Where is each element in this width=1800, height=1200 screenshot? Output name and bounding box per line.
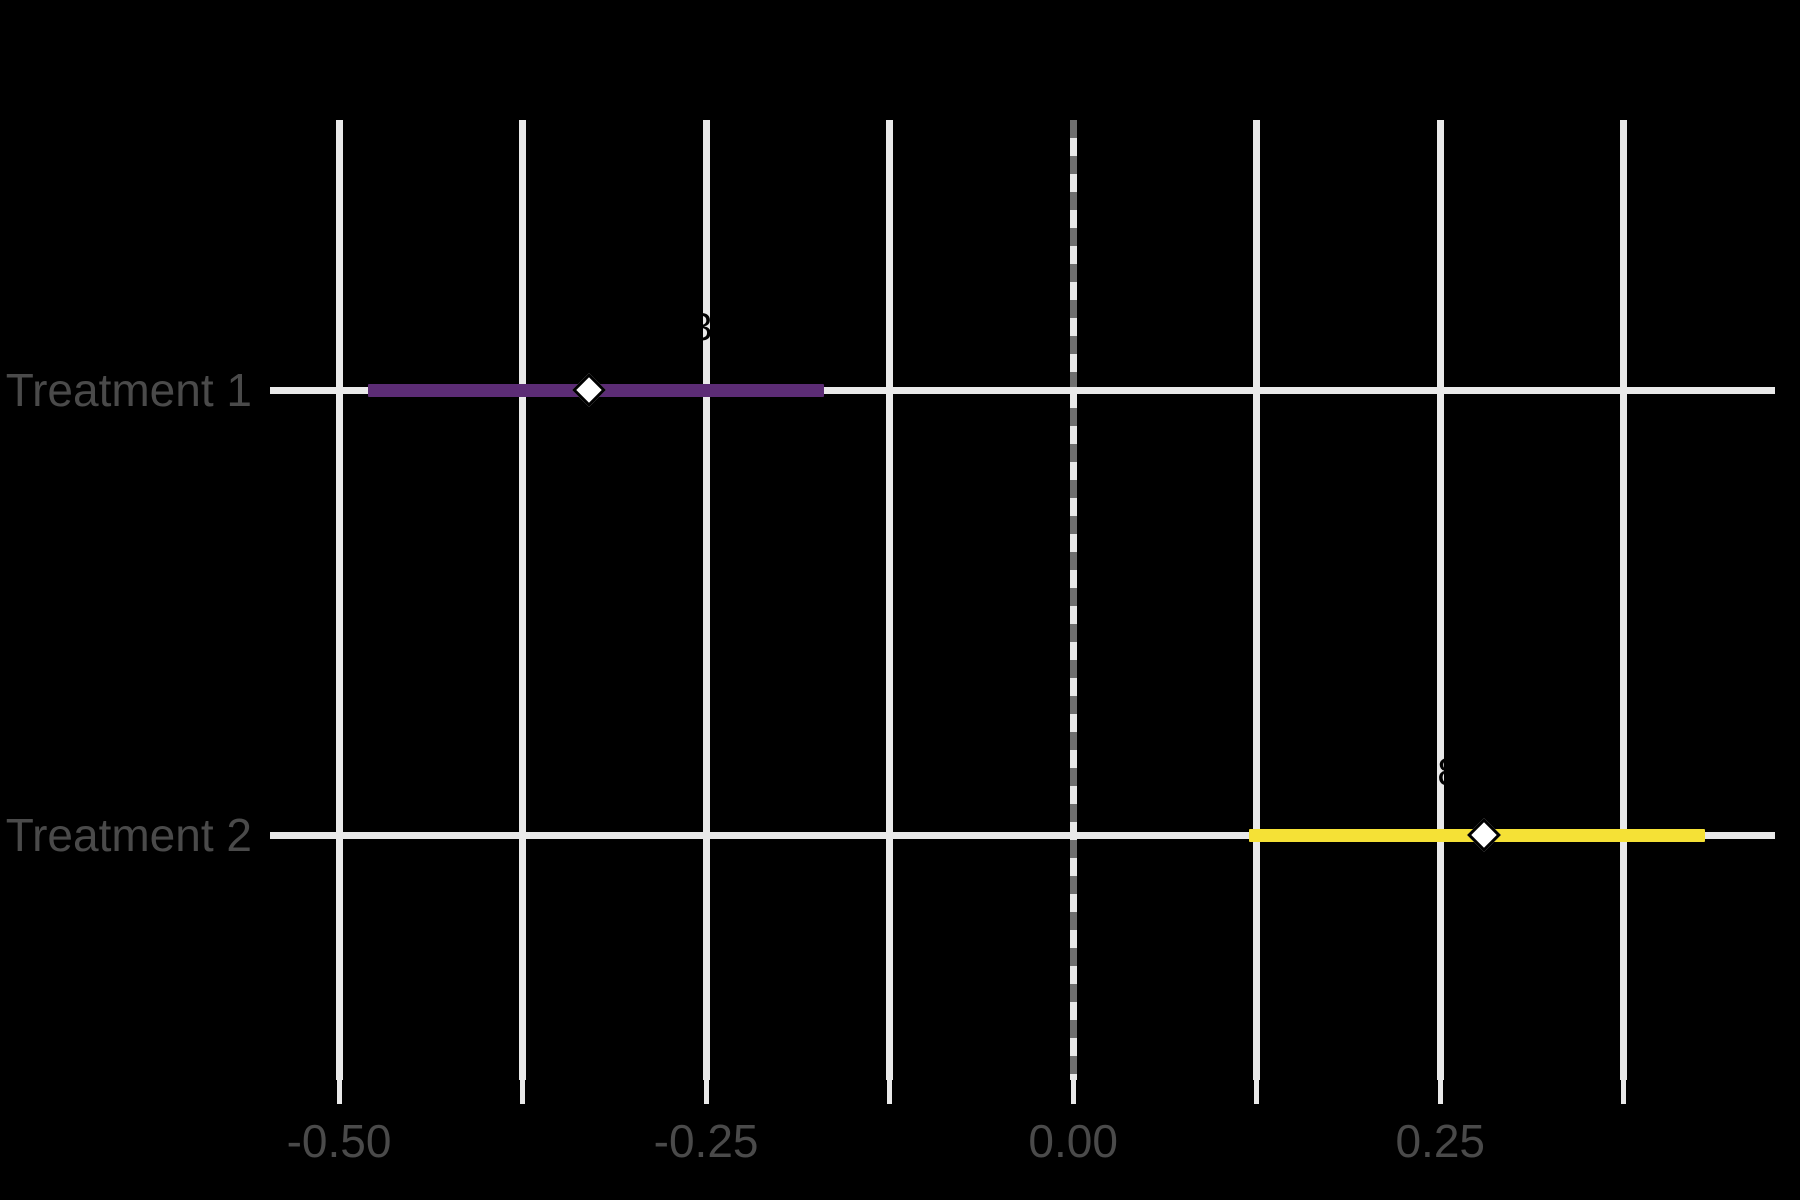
- point-diamond: [571, 373, 606, 407]
- row-line: [270, 386, 1775, 394]
- axis-tick-label: -0.25: [653, 1115, 759, 1167]
- v-gridline: [1436, 120, 1444, 1080]
- v-gridline: [1253, 120, 1261, 1080]
- axis-tick-label: 0.00: [1028, 1115, 1118, 1167]
- row-label: Treatment 1: [5, 364, 252, 416]
- axis-tick-label: 0.25: [1395, 1115, 1485, 1167]
- axis-tick: [336, 1080, 342, 1104]
- v-gridline: [702, 120, 710, 1080]
- point-diamond: [1467, 818, 1502, 852]
- axis-tick: [1070, 1080, 1076, 1104]
- axis-tick-label: -0.50: [286, 1115, 392, 1167]
- v-gridline: [1620, 120, 1628, 1080]
- row-line: [270, 831, 1775, 839]
- axis-tick: [520, 1080, 526, 1104]
- v-gridline: [886, 120, 894, 1080]
- row-label: Treatment 2: [5, 809, 252, 861]
- axis-tick: [1437, 1080, 1443, 1104]
- axis-tick: [1254, 1080, 1260, 1104]
- value-label: -0.33: [623, 306, 713, 349]
- value-label: 0.28: [1383, 751, 1460, 794]
- zero-dashed-line: [1069, 120, 1077, 1080]
- axis-tick: [1621, 1080, 1627, 1104]
- axis-tick: [887, 1080, 893, 1104]
- v-gridline: [519, 120, 527, 1080]
- v-gridline: [335, 120, 343, 1080]
- axis-tick: [703, 1080, 709, 1104]
